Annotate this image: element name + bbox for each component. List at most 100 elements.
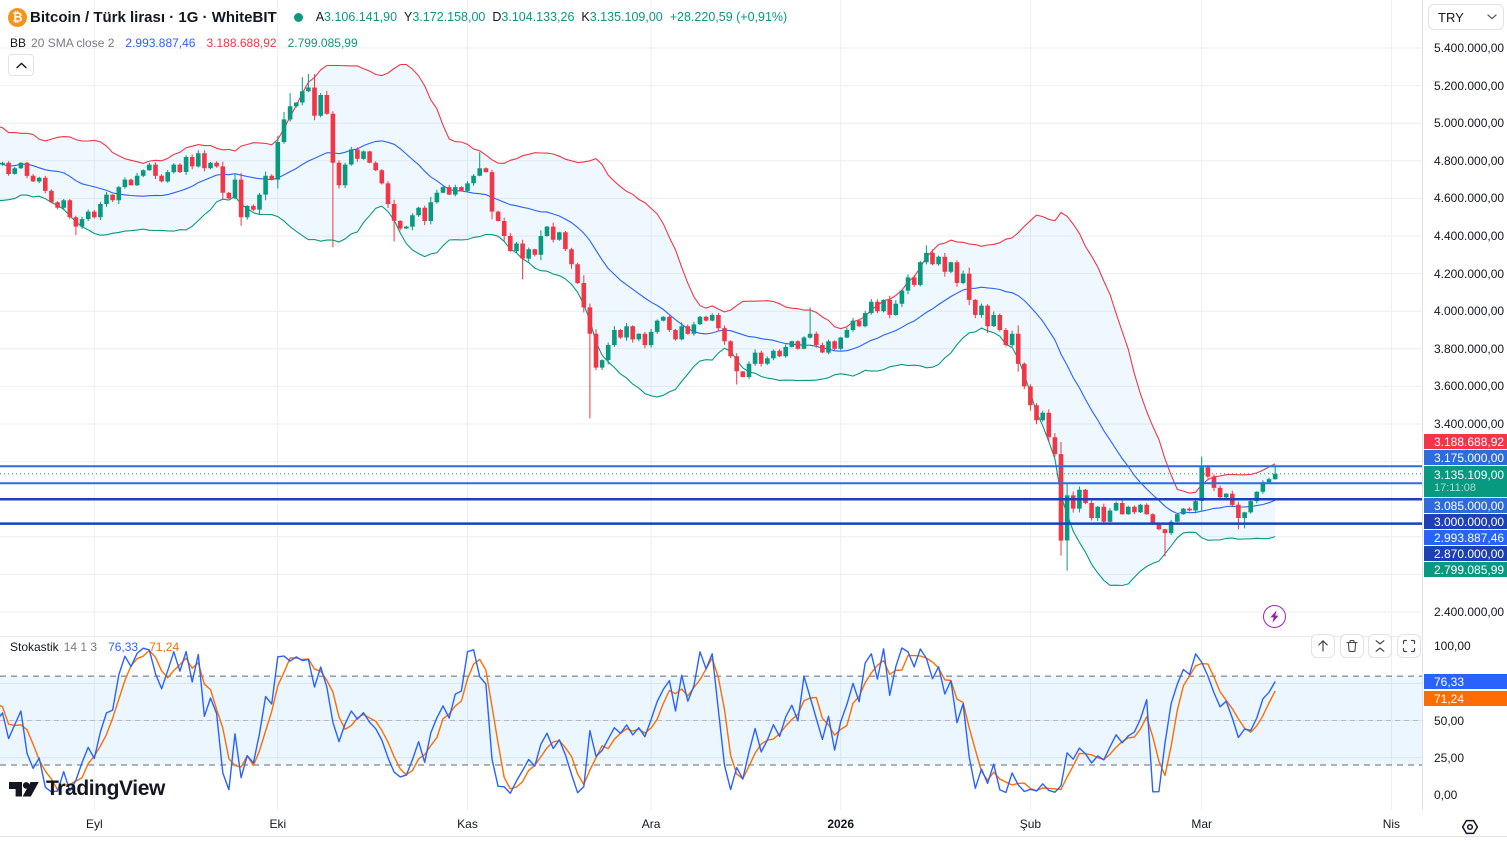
bb-basis-price-label[interactable]: 2.993.887,46	[1424, 530, 1507, 546]
bb-basis-value: 2.993.887,46	[125, 36, 196, 50]
stochastic-indicator-legend: Stokastik 14 1 3 76,33 71,24	[10, 640, 179, 654]
price-tick-label: 4.600.000,00	[1434, 191, 1505, 206]
bar-countdown: 17:11:08	[1434, 482, 1477, 495]
price-tick-label: 5.200.000,00	[1434, 78, 1505, 93]
price-tick-label: 3.800.000,00	[1434, 341, 1505, 356]
trash-icon	[1345, 639, 1358, 652]
hexagon-eye-icon	[1461, 819, 1479, 835]
marker-price-text: 2.993.887,46	[1434, 530, 1505, 545]
price-tick-label: 4.200.000,00	[1434, 266, 1505, 281]
last-price-price-label[interactable]: 3.135.109,00 17:11:08	[1424, 466, 1507, 498]
chevron-down-icon	[1487, 14, 1497, 20]
pane-toolbar	[1311, 634, 1425, 658]
move-pane-up-button[interactable]	[1311, 634, 1335, 658]
bb-upper-price-label[interactable]: 3.188.688,92	[1424, 434, 1507, 450]
time-tick-label[interactable]: Nis	[1382, 817, 1401, 831]
bollinger-upper-line	[0, 63, 1276, 494]
price-tick-label: 3.400.000,00	[1434, 417, 1505, 431]
tradingview-logo-icon	[9, 781, 39, 796]
collapse-pane-button[interactable]	[1368, 634, 1392, 658]
collapse-pane-icon	[1375, 640, 1385, 652]
marker-value-text: 76,33	[1434, 674, 1465, 689]
price-tick-label: 5.000.000,00	[1434, 116, 1505, 131]
arrow-up-icon	[1318, 640, 1328, 652]
marker-price-text: 3.085.000,00	[1434, 498, 1505, 513]
maximize-pane-icon	[1402, 639, 1415, 653]
low-value: 3.104.133,26	[501, 10, 575, 24]
bollinger-basis-line	[0, 140, 1276, 515]
stochastic-d-value: 71,24	[149, 640, 180, 654]
marker-price-text: 2.799.085,99	[1434, 562, 1505, 577]
stochastic-k-value: 76,33	[108, 640, 139, 654]
marker-price-text: 2.870.000,00	[1434, 546, 1505, 561]
marker-price-text: 3.135.109,00	[1434, 468, 1505, 483]
time-tick-label[interactable]: Ara	[641, 817, 661, 831]
price-tick-label: 3.600.000,00	[1434, 379, 1505, 394]
open-label: A	[315, 10, 325, 24]
price-tick-label: 2.400.000,00	[1434, 605, 1505, 619]
stochastic-tick-label: 100,00	[1434, 639, 1471, 654]
low-label: D	[492, 10, 502, 24]
bottom-separator	[0, 836, 1507, 837]
stochastic-value-label: 76,33	[1424, 674, 1507, 689]
bitcoin-icon: ₿	[8, 7, 27, 27]
maximize-pane-button[interactable]	[1396, 634, 1421, 658]
marker-price-text: 3.000.000,00	[1434, 514, 1505, 529]
marker-value-text: 71,24	[1434, 691, 1465, 706]
pane-separator[interactable]	[0, 636, 1507, 637]
svg-text:₿: ₿	[12, 9, 22, 24]
price-axis[interactable]: 5.400.000,00 5.200.000,00 5.000.000,00 4.80…	[1422, 0, 1507, 810]
price-tick-label: 5.400.000,00	[1434, 41, 1505, 55]
time-tick-label[interactable]: Eki	[269, 817, 287, 831]
high-value: 3.172.158,00	[412, 10, 486, 24]
status-line-visibility-button[interactable]	[1458, 816, 1482, 838]
delete-pane-button[interactable]	[1339, 634, 1364, 658]
high-label: Y	[404, 10, 413, 24]
chevron-up-icon	[15, 62, 27, 68]
boost-button[interactable]	[1263, 605, 1286, 628]
close-value: 3.135.109,00	[589, 10, 663, 24]
bollinger-fill	[0, 64, 1276, 586]
hline-price-label[interactable]: 2.870.000,00	[1424, 546, 1507, 562]
chart-canvas[interactable]	[0, 0, 1422, 810]
close-label: K	[581, 10, 590, 24]
chart-legend: ₿ Bitcoin / Türk lirası · 1G · WhiteBIT …	[8, 5, 787, 54]
lightning-icon	[1270, 610, 1279, 623]
symbol-title[interactable]: Bitcoin / Türk lirası · 1G · WhiteBIT	[30, 8, 277, 26]
time-tick-label[interactable]: Şub	[1019, 817, 1042, 831]
stochastic-tick-label: 25,00	[1434, 750, 1465, 765]
time-tick-label[interactable]: 2026	[827, 817, 855, 831]
hline-price-label[interactable]: 3.085.000,00	[1424, 498, 1507, 514]
collapse-legend-button[interactable]	[8, 54, 34, 76]
hline-price-label[interactable]: 3.175.000,00	[1424, 450, 1507, 466]
stochastic-d-line	[0, 649, 1276, 792]
time-axis[interactable]: Eyl Eki Kas Ara 2026 Şub Mar Nis	[0, 810, 1507, 841]
tradingview-logo-text: TradingView	[46, 777, 165, 800]
open-value: 3.106.141,90	[324, 10, 398, 24]
currency-selector[interactable]: TRY	[1428, 4, 1504, 30]
stochastic-params: 14 1 3	[63, 640, 98, 654]
stochastic-tick-label: 50,00	[1434, 713, 1465, 728]
stochastic-k-line	[0, 647, 1276, 794]
time-tick-label[interactable]: Eyl	[85, 817, 103, 831]
marker-price-text: 3.188.688,92	[1434, 434, 1505, 449]
price-tick-label: 4.400.000,00	[1434, 229, 1505, 243]
ohlc-values: A 3.106.141,90 Y 3.172.158,00 D 3.104.133,2…	[309, 10, 788, 24]
bb-name[interactable]: BB	[10, 36, 27, 50]
tradingview-logo[interactable]: TradingView	[9, 777, 165, 801]
time-tick-label[interactable]: Kas	[457, 817, 478, 831]
price-tick-label: 4.800.000,00	[1434, 153, 1505, 168]
hline-price-label[interactable]: 3.000.000,00	[1424, 514, 1507, 530]
bb-lower-value: 2.799.085,99	[287, 36, 358, 50]
stochastic-name[interactable]: Stokastik	[10, 640, 59, 654]
bb-upper-value: 3.188.688,92	[206, 36, 277, 50]
bb-indicator-legend: BB 20 SMA close 2 2.993.887,46 3.188.688…	[8, 32, 787, 54]
price-tick-label: 4.000.000,00	[1434, 304, 1505, 319]
bb-lower-price-label[interactable]: 2.799.085,99	[1424, 562, 1507, 578]
time-tick-label[interactable]: Mar	[1191, 817, 1213, 831]
market-status-dot[interactable]	[293, 12, 303, 22]
bb-params: 20 SMA close 2	[31, 36, 115, 50]
change-value: +28.220,59 (+0,91%)	[669, 10, 788, 24]
marker-price-text: 3.175.000,00	[1434, 450, 1505, 465]
